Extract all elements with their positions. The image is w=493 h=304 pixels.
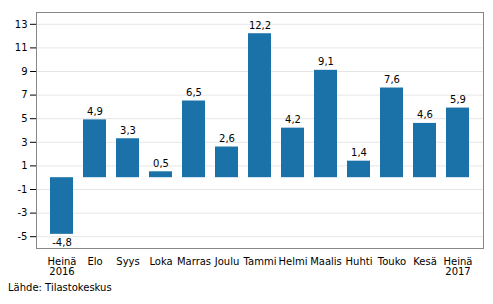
svg-text:1,4: 1,4 <box>351 147 367 158</box>
svg-text:4,9: 4,9 <box>87 106 103 117</box>
svg-text:9: 9 <box>21 66 27 77</box>
svg-text:-3: -3 <box>18 207 28 218</box>
svg-text:12,2: 12,2 <box>249 20 271 31</box>
svg-text:Huhti: Huhti <box>346 256 373 267</box>
svg-text:0,5: 0,5 <box>153 158 169 169</box>
svg-text:Touko: Touko <box>377 256 406 267</box>
svg-text:Heinä2017: Heinä2017 <box>444 256 473 277</box>
svg-text:13: 13 <box>15 19 28 30</box>
svg-text:Loka: Loka <box>149 256 172 267</box>
svg-text:5,9: 5,9 <box>450 94 466 105</box>
svg-text:4,6: 4,6 <box>417 109 433 120</box>
svg-text:Syys: Syys <box>116 256 139 267</box>
svg-text:Heinä2016: Heinä2016 <box>48 256 77 277</box>
svg-text:9,1: 9,1 <box>318 56 334 67</box>
svg-text:Tammi: Tammi <box>243 256 277 267</box>
svg-text:4,2: 4,2 <box>285 114 301 125</box>
svg-text:7,6: 7,6 <box>384 74 400 85</box>
svg-text:5: 5 <box>21 113 27 124</box>
svg-text:Helmi: Helmi <box>279 256 308 267</box>
svg-text:Elo: Elo <box>87 256 102 267</box>
svg-text:Marras: Marras <box>177 256 211 267</box>
svg-text:2,6: 2,6 <box>219 133 235 144</box>
svg-text:7: 7 <box>21 89 27 100</box>
svg-text:-1: -1 <box>18 184 28 195</box>
html-text:Lähde: Tilastokeskus: Lähde: Tilastokeskus <box>8 282 112 293</box>
svg-text:11: 11 <box>15 42 28 53</box>
svg-text:-5: -5 <box>18 231 28 242</box>
svg-text:3: 3 <box>21 137 27 148</box>
svg-text:1: 1 <box>21 160 27 171</box>
svg-text:Kesä: Kesä <box>413 256 437 267</box>
svg-text:3,3: 3,3 <box>120 125 136 136</box>
svg-text:Joulu: Joulu <box>214 256 240 267</box>
svg-text:-4,8: -4,8 <box>52 237 72 248</box>
svg-text:6,5: 6,5 <box>186 87 202 98</box>
svg-text:Maalis: Maalis <box>310 256 342 267</box>
